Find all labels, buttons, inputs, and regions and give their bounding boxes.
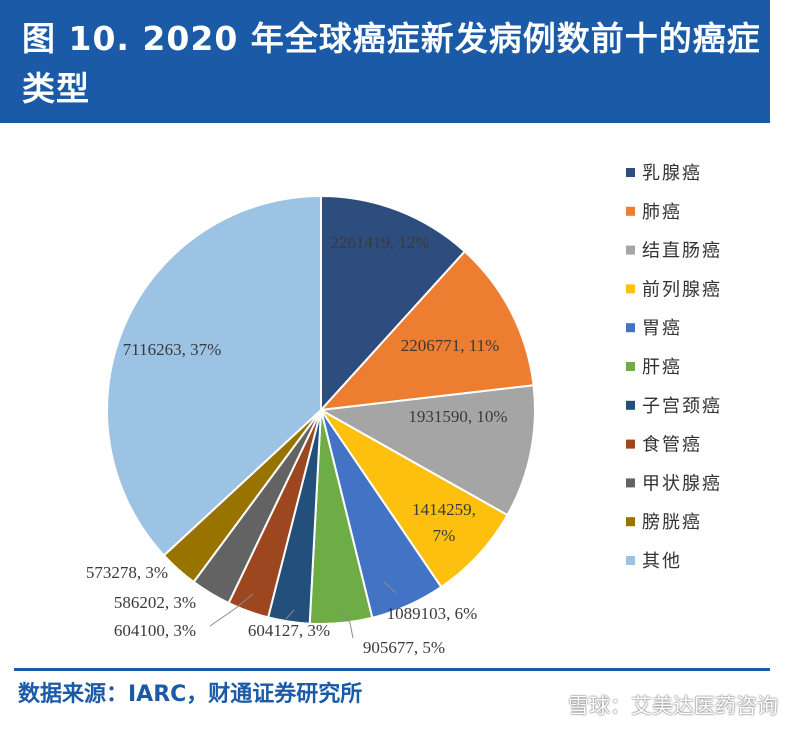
figure-title: 图 10. 2020 年全球癌症新发病例数前十的癌症类型 [22, 19, 761, 108]
data-label: 7% [433, 526, 456, 545]
legend-swatch [626, 284, 635, 294]
pie-slice [320, 194, 467, 413]
legend-swatch [626, 439, 635, 449]
legend-swatch [626, 168, 635, 177]
pie-slice [317, 384, 536, 517]
legend-label: 其他 [642, 551, 682, 572]
legend-swatch [626, 478, 635, 488]
pie-slices [106, 194, 536, 625]
legend-swatch [626, 517, 635, 527]
data-labels: 2261419, 12% 2206771, 11% 1931590, 10% 1414… [86, 233, 508, 657]
data-label: 573278, 3% [86, 563, 168, 582]
legend-label: 甲状腺癌 [642, 473, 722, 494]
legend-swatch [626, 245, 635, 255]
data-label: 2206771, 11% [401, 336, 500, 355]
legend-label: 子宫颈癌 [642, 396, 722, 417]
pie-slice [318, 250, 535, 412]
leader-line [383, 581, 397, 594]
data-label: 1931590, 10% [408, 407, 507, 426]
data-label: 1089103, 6% [387, 604, 478, 623]
legend-label: 食管癌 [642, 435, 702, 456]
legend-label: 乳腺癌 [642, 163, 702, 184]
pie-slice [106, 194, 322, 557]
legend-swatch [626, 323, 635, 333]
legend-label: 前列腺癌 [642, 279, 722, 300]
header-rule [0, 122, 770, 123]
legend-swatch [626, 362, 635, 371]
data-label: 586202, 3% [114, 593, 196, 612]
data-label: 1414259, [412, 500, 476, 519]
legend-label: 肺癌 [642, 202, 682, 223]
pie-slice [320, 409, 509, 589]
figure-header: 图 10. 2020 年全球癌症新发病例数前十的癌症类型 [0, 0, 770, 122]
leader-lines [209, 581, 397, 639]
watermark: 雪球：艾美达医药咨询 [568, 694, 778, 718]
legend-swatch [626, 400, 635, 410]
source-note: 数据来源：IARC，财通证券研究所 [18, 682, 363, 707]
leader-line [285, 609, 295, 620]
legend-label: 肝癌 [642, 357, 682, 378]
legend-label: 膀胱癌 [642, 512, 702, 533]
footer-rule [14, 668, 770, 671]
data-label: 604100, 3% [114, 621, 196, 640]
legend-swatch [626, 556, 635, 565]
leader-line [209, 593, 254, 627]
data-label: 905677, 5% [363, 638, 445, 657]
pie-chart: 2261419, 12% 2206771, 11% 1931590, 10% 1414… [86, 163, 722, 657]
data-label: 604127, 3% [248, 621, 330, 640]
legend-label: 胃癌 [642, 318, 682, 339]
leader-line [339, 609, 354, 639]
data-label: 7116263, 37% [123, 340, 222, 359]
legend-swatch [626, 206, 635, 216]
legend-label: 结直肠癌 [642, 241, 722, 262]
data-label: 2261419, 12% [330, 233, 429, 252]
